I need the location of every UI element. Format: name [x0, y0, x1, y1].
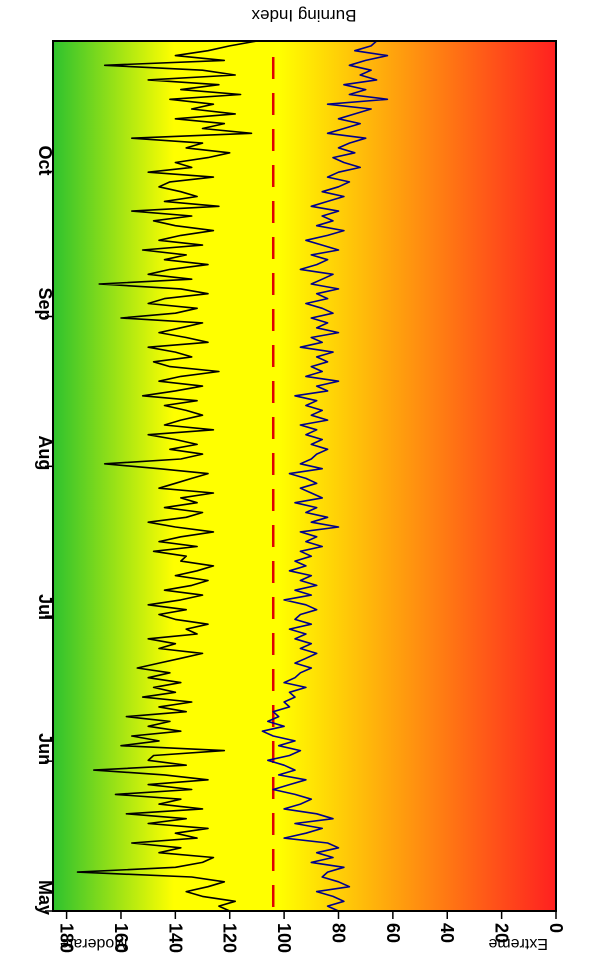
index-tick-label: 40 [437, 923, 457, 943]
index-tick-label: 160 [111, 923, 131, 953]
month-tick-label: Jul [35, 594, 55, 620]
index-tick-label: 0 [546, 923, 566, 933]
index-tick-label: 100 [274, 923, 294, 953]
month-tick-label: May [35, 880, 55, 915]
month-tick-label: Sep [35, 287, 55, 320]
plot-background [53, 41, 556, 911]
zone-label-moderate: Moderate [60, 935, 128, 952]
index-tick-label: 80 [328, 923, 348, 943]
series-line-0 [76, 40, 258, 912]
index-tick-label: 180 [57, 923, 77, 953]
month-tick-label: Jun [35, 733, 55, 765]
series-line-1 [261, 40, 389, 912]
month-tick-label: Oct [35, 145, 55, 175]
plot-frame [52, 40, 557, 912]
index-tick-label: 20 [492, 923, 512, 943]
plot-area [76, 40, 389, 912]
index-tick-label: 60 [383, 923, 403, 943]
index-tick-label: 120 [220, 923, 240, 953]
zone-label-extreme: Extreme [488, 935, 548, 952]
y-axis-title: Burning Index [251, 6, 356, 25]
month-tick-label: Aug [35, 435, 55, 470]
index-tick-label: 140 [165, 923, 185, 953]
